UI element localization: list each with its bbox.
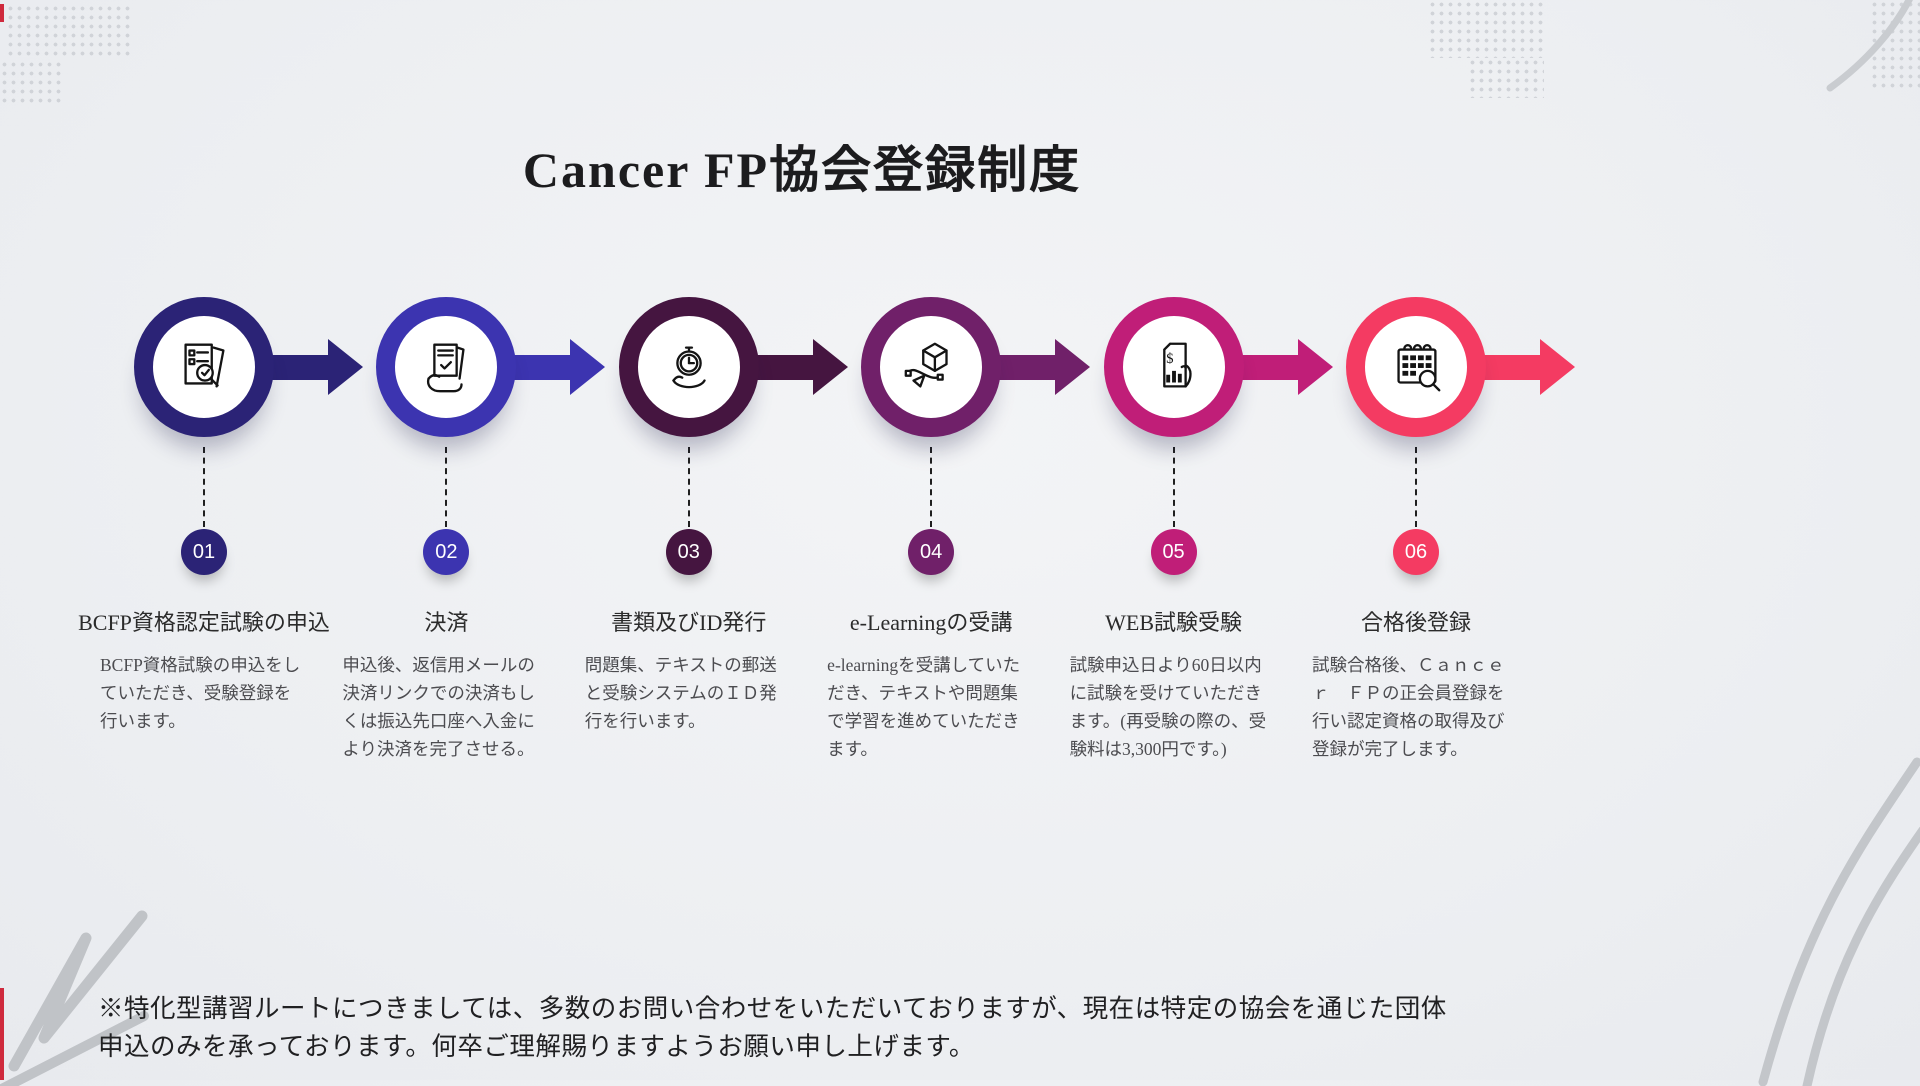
- step-column-3: 03 書類及びID発行 問題集、テキストの郵送と受験システムのＩＤ発行を行います…: [573, 297, 848, 763]
- step-description: BCFP資格試験の申込をしていただき、受験登録を行います。: [100, 655, 301, 731]
- step-title: WEB試験受験: [1105, 610, 1242, 635]
- halftone-dots-topright-lower: [1468, 58, 1544, 98]
- step-number-badge: 06: [1392, 529, 1439, 575]
- step-number-badge: 02: [423, 529, 470, 575]
- dollar-report-hand-icon: $: [1143, 336, 1205, 398]
- red-edge-mark-top: [0, 4, 4, 22]
- step-description: 問題集、テキストの郵送と受験システムのＩＤ発行を行います。: [584, 655, 777, 731]
- step-number-badge: 03: [665, 529, 712, 575]
- footnote-text: ※特化型講習ルートにつきましては、多数のお問い合わせをいただいておりますが、現在…: [98, 993, 1447, 1061]
- halftone-dots-topleft: [6, 4, 132, 60]
- step-description: 試験申込日より60日以内に試験を受けていただきます。(再受験の際の、受験料は3,…: [1069, 655, 1267, 759]
- hand-document-check-icon: [415, 336, 477, 398]
- dashed-connector: [1172, 447, 1175, 527]
- dashed-connector: [687, 447, 690, 527]
- step-title: 決済: [424, 610, 469, 635]
- step-circle: [618, 297, 759, 437]
- cube-pen-tool-icon: [900, 336, 962, 398]
- step-circle: $: [1103, 297, 1244, 437]
- halftone-dots-topright-corner: [1870, 0, 1920, 88]
- step-title: 合格後登録: [1360, 610, 1471, 635]
- page-title: Cancer FP協会登録制度: [522, 141, 1082, 198]
- process-steps-row: 01 BCFP資格認定試験の申込 BCFP資格試験の申込をしていただき、受験登録…: [78, 297, 1575, 763]
- step-column-5: $ 05 WEB試験受験 試験申込日より60日以内に試験を受けていただきます。(…: [1058, 297, 1333, 763]
- dashed-connector: [1414, 447, 1417, 527]
- halftone-dots-topleft-lower: [0, 60, 64, 106]
- step-circle: [376, 297, 517, 437]
- step-circle: [861, 297, 1002, 437]
- dashed-connector: [930, 447, 933, 527]
- svg-text:$: $: [1166, 351, 1173, 367]
- red-edge-mark-bottom: [0, 988, 4, 1080]
- dashed-connector: [203, 447, 205, 527]
- step-description: 試験合格後、Ｃａｎｃｅｒ ＦＰの正会員登録を行い認定資格の取得及び登録が完了しま…: [1311, 655, 1505, 759]
- step-description: e-learningを受講していただき、テキストや問題集で学習を進めていただきま…: [827, 655, 1021, 759]
- step-column-4: 04 e-Learningの受講 e-learningを受講していただき、テキス…: [815, 297, 1091, 763]
- step-circle: [1345, 297, 1486, 437]
- hand-clock-icon: [658, 336, 720, 398]
- swoosh-bottomright-icon: [1758, 757, 1920, 1086]
- step-number-badge: 05: [1150, 529, 1197, 575]
- step-title: e-Learningの受講: [849, 610, 1013, 635]
- dashed-connector: [445, 447, 448, 527]
- step-number-badge: 01: [181, 529, 227, 575]
- calendar-magnifier-icon: [1385, 336, 1447, 398]
- step-column-6: 06 合格後登録 試験合格後、Ｃａｎｃｅｒ ＦＰの正会員登録を行い認定資格の取得…: [1300, 297, 1575, 763]
- step-title: 書類及びID発行: [611, 610, 767, 635]
- form-magnifier-icon: [173, 336, 235, 398]
- step-column-2: 02 決済 申込後、返信用メールの決済リンクでの決済もしくは振込先口座へ入金によ…: [330, 297, 606, 763]
- step-number-badge: 04: [908, 529, 955, 575]
- halftone-dots-topright: [1428, 0, 1546, 58]
- step-circle: [134, 297, 274, 437]
- step-description: 申込後、返信用メールの決済リンクでの決済もしくは振込先口座へ入金により決済を完了…: [342, 655, 535, 759]
- step-title: BCFP資格認定試験の申込: [78, 610, 330, 635]
- step-column-1: 01 BCFP資格認定試験の申込 BCFP資格試験の申込をしていただき、受験登録…: [78, 297, 363, 763]
